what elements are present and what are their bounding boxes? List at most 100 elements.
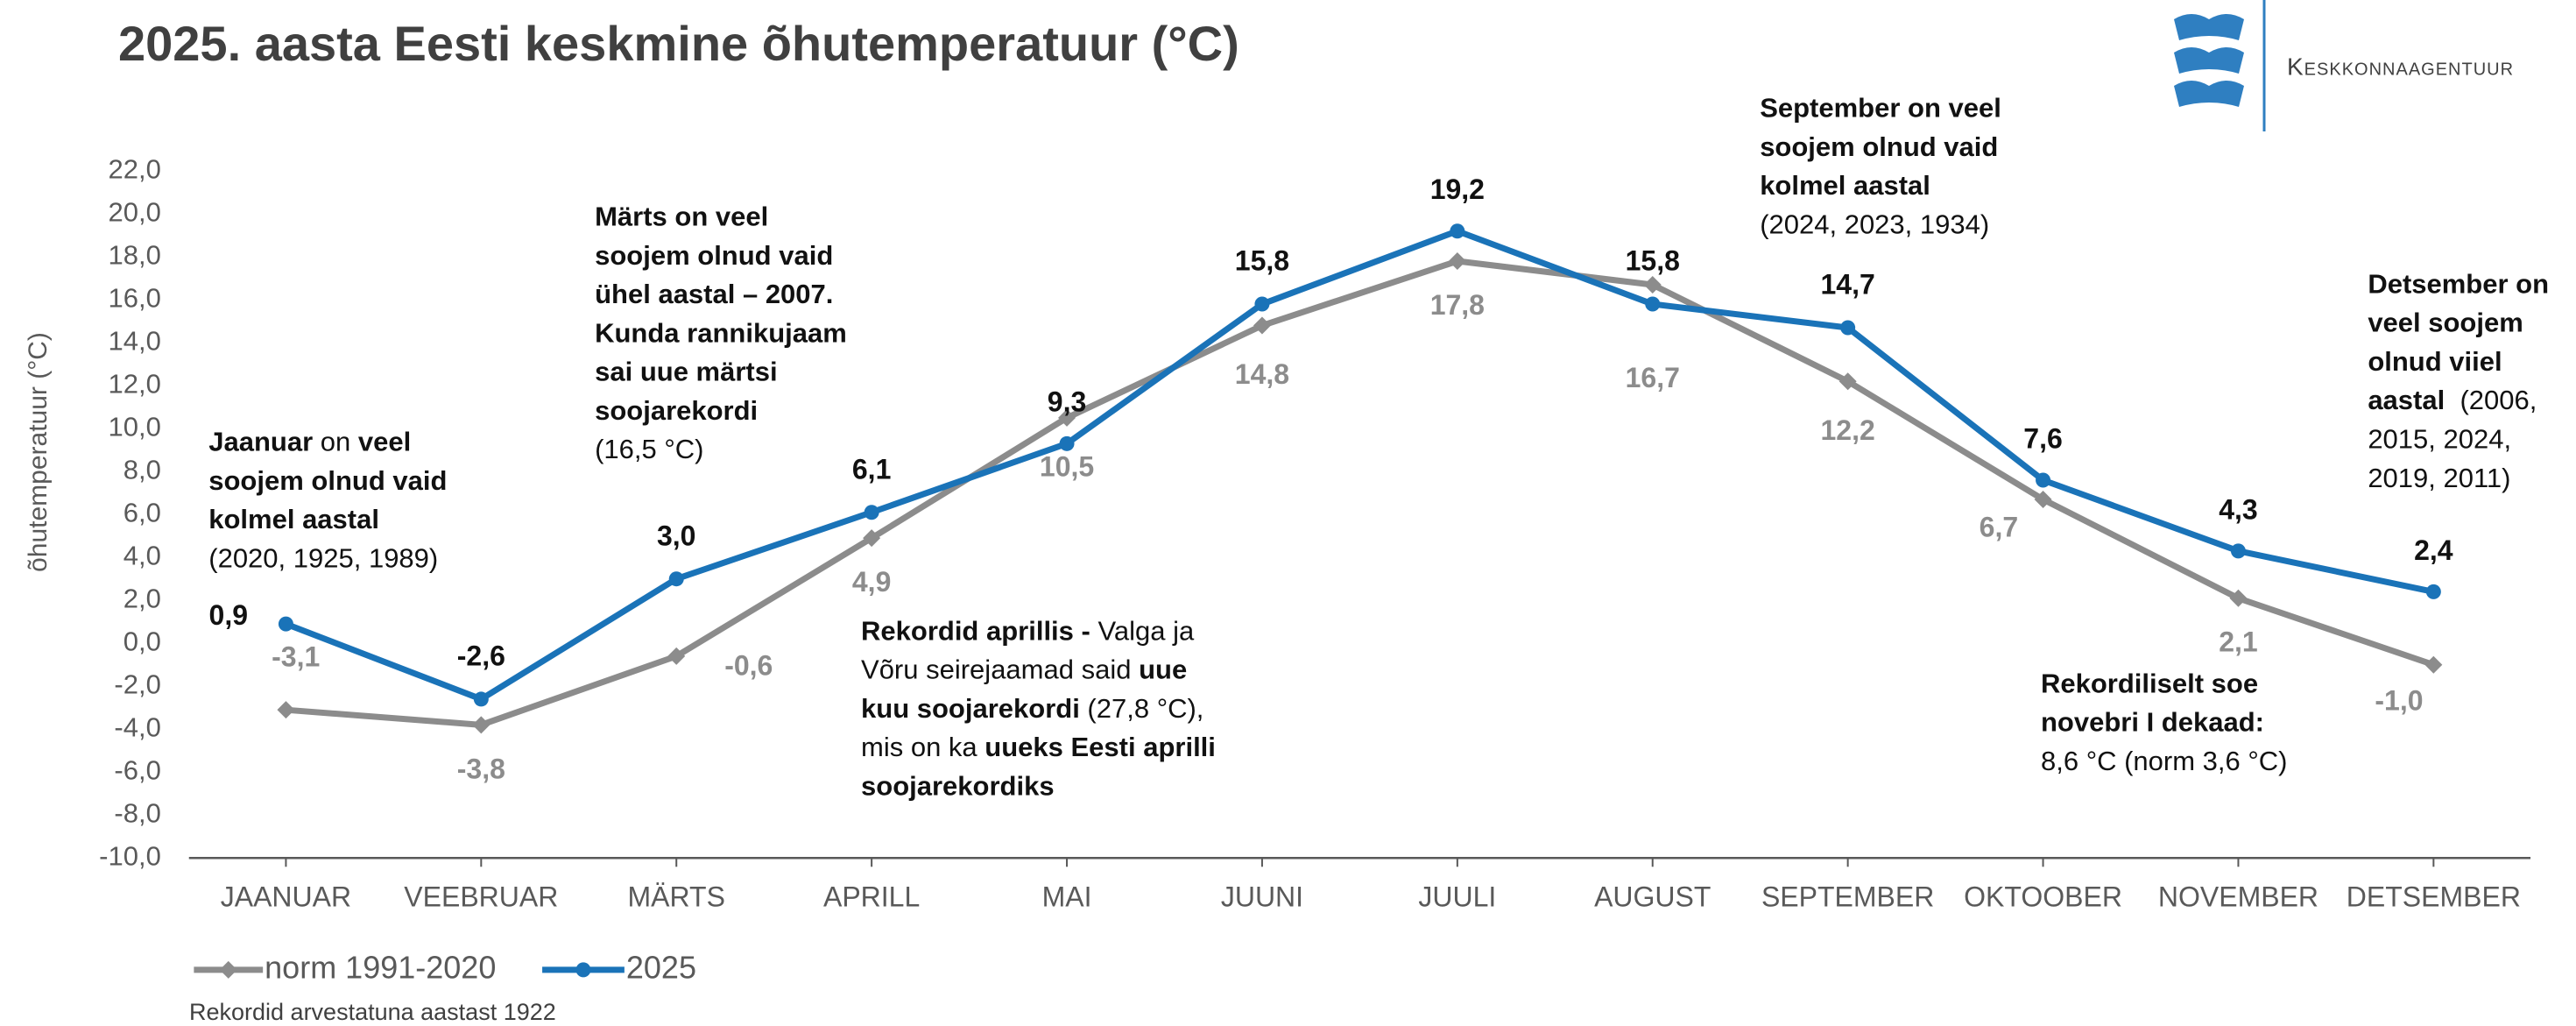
annotation: Märts on veel soojem olnud vaid ühel aasta… (595, 202, 847, 465)
annotation-run: (2024, 2023, 1934) (1760, 209, 1989, 240)
annotation: Jaanuar on veel soojem olnud vaid kolmel a… (208, 427, 447, 574)
data-label: 14,7 (1821, 269, 1875, 301)
point-marker (2036, 472, 2051, 488)
y-tick-label: 2,0 (124, 583, 161, 613)
annotation-line: ühel aastal – 2007. (595, 279, 833, 309)
annotation-line: Jaanuar on veel (208, 427, 411, 457)
annotation-run: Detsember on (2368, 269, 2549, 300)
annotation-run: on (313, 427, 358, 457)
annotation-line: (2020, 1925, 1989) (208, 543, 438, 574)
y-tick-label: 14,0 (109, 325, 161, 356)
annotation-run: soojarekordi (595, 395, 758, 426)
annotation-line: Võru seirejaamad said uue (861, 655, 1187, 685)
legend-item: 2025 (542, 949, 696, 985)
data-label: 4,9 (852, 566, 891, 598)
annotation-run: uueks Eesti aprilli (985, 732, 1216, 762)
annotation-line: 2015, 2024, (2368, 424, 2511, 455)
point-marker (863, 529, 881, 548)
annotation-run: September on veel (1760, 93, 2001, 124)
x-tick-label: SEPTEMBER (1761, 881, 1934, 913)
point-marker (2230, 543, 2246, 559)
annotation-run: Rekordiliselt soe (2041, 668, 2258, 698)
annotation: Detsember on veel soojem olnud viiel aastal… (2368, 269, 2549, 493)
y-tick-label: 8,0 (124, 454, 161, 485)
annotation-line: soojem olnud vaid (595, 240, 833, 271)
point-marker (1254, 296, 1270, 312)
annotation-run: mis on ka (861, 732, 985, 762)
y-tick-label: -8,0 (114, 797, 160, 828)
annotation-line: (16,5 °C) (595, 434, 703, 464)
annotation-run: (27,8 °C), (1080, 693, 1204, 724)
point-marker (1448, 252, 1466, 271)
annotation-line: olnud viiel (2368, 346, 2502, 377)
annotation-run: Võru seirejaamad said (861, 655, 1139, 685)
annotation-run: (2006, (2445, 385, 2537, 415)
data-label: 14,8 (1235, 358, 1289, 390)
annotation-run: olnud viiel (2368, 346, 2502, 377)
annotation-run: Rekordid aprillis - (861, 615, 1090, 646)
annotation-line: 8,6 °C (norm 3,6 °C) (2041, 746, 2287, 776)
annotation-run: soojem olnud vaid (595, 240, 833, 271)
x-tick-label: JAANUAR (221, 881, 351, 913)
y-tick-label: 12,0 (109, 368, 161, 399)
annotation-line: kolmel aastal (1760, 170, 1930, 201)
annotation-run: Jaanuar (208, 427, 313, 457)
data-label: 0,9 (209, 599, 248, 631)
data-label: 15,8 (1626, 245, 1680, 277)
annotation-run: 8,6 °C (norm 3,6 °C) (2041, 746, 2287, 776)
annotation-run: soojem olnud vaid (208, 465, 447, 496)
data-label: 16,7 (1626, 362, 1680, 393)
lion (2174, 81, 2244, 107)
annotation-line: (2024, 2023, 1934) (1760, 209, 1989, 240)
legend-item: norm 1991-2020 (194, 949, 496, 985)
y-tick-label: -10,0 (99, 840, 161, 871)
data-label: 3,0 (657, 520, 695, 551)
x-tick-label: VEEBRUAR (404, 881, 558, 913)
series-line (285, 228, 2435, 703)
point-marker (667, 647, 686, 665)
data-label: 12,2 (1821, 414, 1875, 446)
annotation-line: Kunda rannikujaam (595, 318, 847, 349)
point-marker (278, 616, 293, 632)
point-marker (1838, 372, 1857, 391)
annotation-line: soojem olnud vaid (208, 465, 447, 496)
point-marker (473, 691, 489, 707)
y-tick-label: 0,0 (124, 626, 161, 656)
logo-emblem (2174, 14, 2244, 107)
annotation-line: novebri I dekaad: (2041, 707, 2264, 738)
data-label: 10,5 (1040, 451, 1094, 483)
y-tick-label: -2,0 (114, 669, 160, 699)
x-tick-label: JUUNI (1221, 881, 1303, 913)
annotation-run: soojarekordiks (861, 771, 1055, 802)
annotation-run: Valga ja (1090, 615, 1195, 646)
annotation-line: Märts on veel (595, 202, 768, 232)
point-marker (2425, 584, 2441, 599)
annotation-run: 2015, 2024, (2368, 424, 2511, 455)
x-tick-label: JUULI (1418, 881, 1496, 913)
y-tick-label: 16,0 (109, 282, 161, 313)
annotation-line: soojarekordiks (861, 771, 1055, 802)
y-tick-label: 4,0 (124, 540, 161, 570)
data-label: 6,7 (1980, 511, 2018, 542)
point-marker (1253, 316, 1271, 335)
annotation-run: veel soojem (2368, 308, 2523, 338)
x-tick-label: MAI (1042, 881, 1092, 913)
point-marker (668, 571, 684, 587)
y-tick-label: 22,0 (109, 153, 161, 184)
y-tick-label: 6,0 (124, 497, 161, 527)
annotation-line: aastal (2006, (2368, 385, 2537, 415)
lion (2174, 47, 2244, 74)
point-marker (1840, 320, 1856, 336)
point-marker (2034, 491, 2052, 509)
data-label: 2,1 (2219, 626, 2257, 658)
point-marker (1643, 275, 1662, 294)
data-label: 15,8 (1235, 245, 1289, 277)
chart-title: 2025. aasta Eesti keskmine õhutemperatuu… (118, 16, 1239, 71)
y-tick-label: -4,0 (114, 711, 160, 742)
annotation-line: 2019, 2011) (2368, 463, 2510, 493)
data-label: -0,6 (724, 650, 773, 682)
legend-label: 2025 (626, 949, 696, 985)
annotation-run: novebri I dekaad: (2041, 707, 2264, 738)
point-marker (472, 716, 490, 734)
